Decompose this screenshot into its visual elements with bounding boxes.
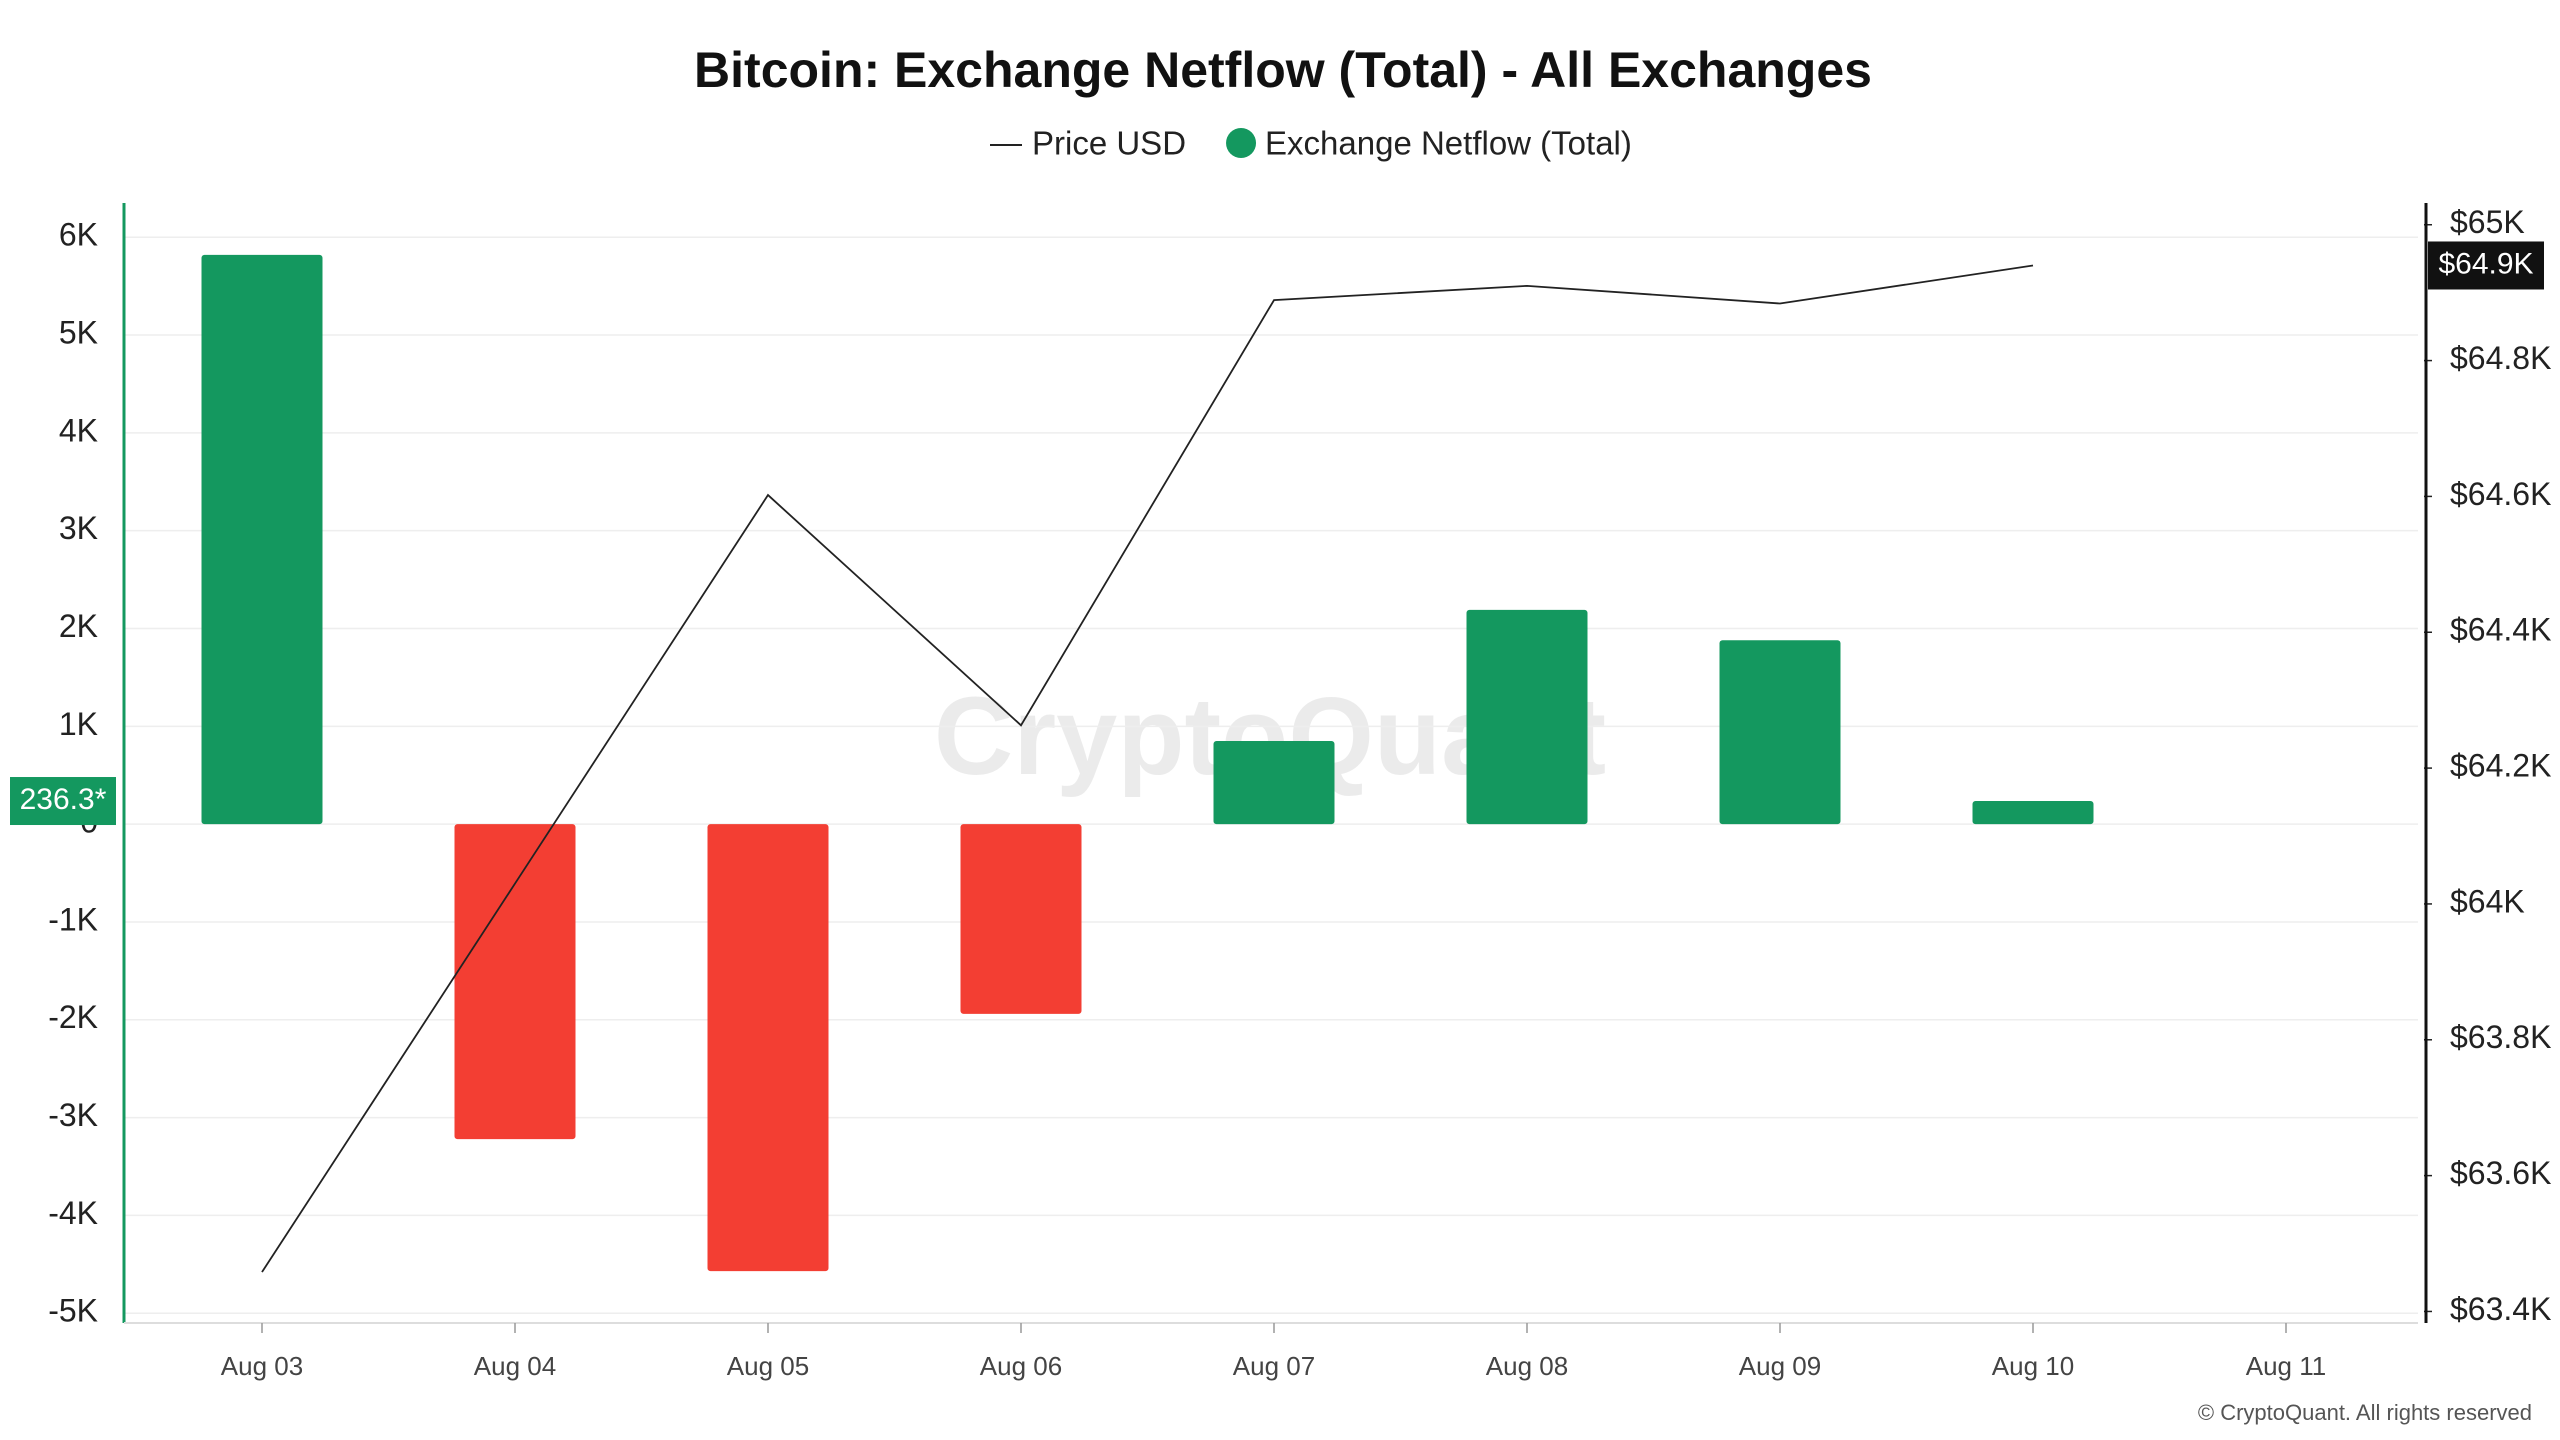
credit: © CryptoQuant. All rights reserved — [2198, 1400, 2532, 1425]
y2-tick-label: $64.6K — [2450, 476, 2551, 512]
bar — [1213, 740, 1335, 825]
y2-tick-label: $64.8K — [2450, 340, 2551, 376]
y-tick-label: -3K — [48, 1097, 98, 1133]
x-tick-label: Aug 05 — [727, 1351, 809, 1381]
value-badge-label: 236.3* — [20, 783, 107, 816]
price-line — [261, 264, 2034, 1273]
y2-tick-label: $64.2K — [2450, 748, 2551, 784]
y-tick-label: -5K — [48, 1293, 98, 1329]
legend-label: Exchange Netflow (Total) — [1265, 125, 1632, 162]
x-tick-label: Aug 11 — [2246, 1351, 2326, 1381]
y-tick-label: -2K — [48, 999, 98, 1035]
y2-tick-label: $63.4K — [2450, 1291, 2551, 1327]
y2-tick-label: $63.8K — [2450, 1019, 2551, 1055]
y-tick-label: 3K — [59, 510, 98, 546]
y-tick-label: 1K — [59, 706, 98, 742]
x-tick-label: Aug 03 — [221, 1351, 303, 1381]
value-badge — [2428, 241, 2544, 290]
x-tick-label: Aug 04 — [474, 1351, 556, 1381]
x-tick-label: Aug 08 — [1486, 1351, 1568, 1381]
y-tick-label: -4K — [48, 1195, 98, 1231]
y-tick-label: 4K — [59, 412, 98, 448]
y-tick-label: 5K — [59, 315, 98, 351]
bar — [1466, 609, 1588, 825]
y-tick-label: 6K — [59, 217, 98, 253]
bar — [960, 824, 1082, 1014]
legend: Price USD Exchange Netflow (Total) — [990, 125, 1632, 162]
x-tick-label: Aug 06 — [980, 1351, 1062, 1381]
bar — [454, 824, 576, 1140]
x-tick-label: Aug 07 — [1233, 1351, 1315, 1381]
y2-tick-label: $64.4K — [2450, 612, 2551, 648]
bar — [707, 824, 829, 1272]
chart-title: Bitcoin: Exchange Netflow (Total) - All … — [694, 42, 1872, 98]
y2-tick-label: $64K — [2450, 883, 2525, 919]
legend-label: Price USD — [1032, 125, 1186, 162]
bar — [1719, 640, 1841, 825]
legend-dot — [1226, 128, 1257, 158]
value-badge-label: $64.9K — [2438, 247, 2533, 280]
bar — [1972, 801, 2094, 825]
value-badge — [10, 777, 116, 826]
y-tick-label: -1K — [48, 901, 98, 937]
y2-tick-label: $65K — [2450, 204, 2525, 240]
x-tick-label: Aug 09 — [1739, 1351, 1821, 1381]
bar — [201, 254, 323, 825]
x-tick-label: Aug 10 — [1992, 1351, 2074, 1381]
y2-tick-label: $63.6K — [2450, 1155, 2551, 1191]
y-tick-label: 2K — [59, 608, 98, 644]
